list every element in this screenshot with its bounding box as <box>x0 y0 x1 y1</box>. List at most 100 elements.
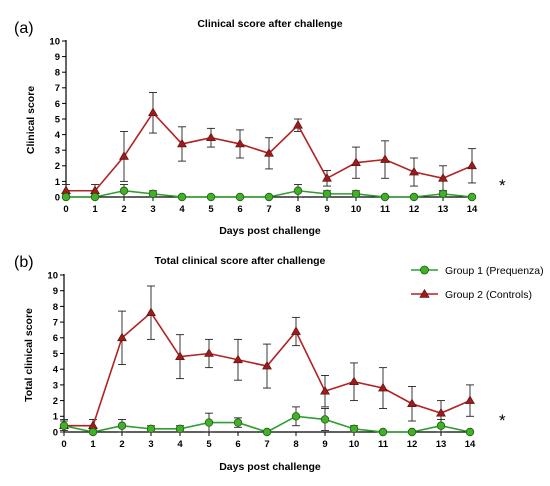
legend-item-group-2: Group 2 (Controls) <box>411 288 532 301</box>
panel-b-x-tick-label: 5 <box>206 439 212 450</box>
panel-b-y-tick-label: 1 <box>53 412 59 423</box>
panel-a-y-tick-label: 3 <box>55 146 60 157</box>
panel-b-x-axis-label: Days post challenge <box>219 461 321 473</box>
panel-b-y-tick-label: 10 <box>47 270 58 281</box>
panel-b-group-1-point <box>88 427 98 437</box>
legend-group-2-label: Group 2 (Controls) <box>445 289 532 301</box>
panel-b-group-1-point <box>349 424 359 434</box>
panel-b-x-tick-label: 10 <box>349 439 360 450</box>
panel-a-y-axis-label: Clinical score <box>25 86 37 154</box>
panel-b-group-1-point <box>291 412 301 421</box>
panel-a-x-tick-label: 10 <box>351 204 362 215</box>
panel-a-y-tick-label: 9 <box>55 52 60 63</box>
panel-a-y-tick-label: 10 <box>49 36 60 47</box>
panel-a-x-tick-label: 9 <box>324 204 329 215</box>
panel-a-group-1-point <box>177 192 187 202</box>
panel-b-group-1-point <box>204 418 214 427</box>
panel-a-title: Clinical score after challenge <box>197 18 342 30</box>
panel-b-y-tick-label: 3 <box>53 380 58 391</box>
panel-b-group-2-point <box>204 348 214 357</box>
panel-b-group-2-point <box>146 307 156 316</box>
panel-a-group-1-point <box>206 192 216 202</box>
panel-a-x-tick-label: 0 <box>63 204 68 215</box>
panel-a-group-2-point <box>235 138 245 148</box>
panel-b-y-tick-label: 6 <box>53 333 58 344</box>
panel-b-group-1-point <box>320 415 330 424</box>
panel-b-x-tick-label: 14 <box>465 439 476 450</box>
panel-a-group-2-point <box>438 173 448 182</box>
panel-a-group-2-point <box>119 151 129 160</box>
panel-b-group-1-point <box>146 424 156 434</box>
panel-b-x-tick-label: 13 <box>436 439 447 450</box>
panel-b-group-2-point <box>436 407 446 417</box>
panel-b-x-tick-label: 2 <box>119 439 124 450</box>
panel-a-x-axis-label: Days post challenge <box>219 225 321 237</box>
panel-b-y-tick-label: 7 <box>53 318 58 329</box>
panel-a-x-tick-label: 3 <box>150 204 155 215</box>
panel-b-group-2-point <box>175 351 185 360</box>
panel-a-y-tick-label: 1 <box>55 177 61 188</box>
panel-b-y-tick-label: 5 <box>53 349 59 360</box>
panel-b-y-tick-label: 9 <box>53 286 58 297</box>
panel-a-x-tick-label: 6 <box>237 204 242 215</box>
legend-group-2-marker <box>419 288 430 298</box>
legend-group-1-label: Group 1 (Prequenza) <box>445 265 544 277</box>
panel-a-y-tick-label: 5 <box>55 114 61 125</box>
panel-a-group-1-point <box>351 189 361 199</box>
panel-a-x-tick-label: 2 <box>121 204 126 215</box>
panel-a-group-2-point <box>293 120 303 129</box>
panel-b-group-2-point <box>465 395 475 404</box>
legend-group-1-marker <box>420 265 429 275</box>
panel-b-y-tick-label: 8 <box>53 302 58 313</box>
panel-a-group-1-point <box>90 192 100 202</box>
panel-a-group-2-point <box>467 160 477 170</box>
panel-b-x-tick-label: 0 <box>61 439 66 450</box>
panel-a-group-2-point <box>148 107 158 117</box>
panel-b-title: Total clinical score after challenge <box>155 255 326 267</box>
panel-b-y-tick-label: 2 <box>53 396 58 407</box>
panel-b-x-tick-label: 8 <box>293 439 298 450</box>
panel-a-x-tick-label: 7 <box>266 204 271 215</box>
legend: Group 1 (Prequenza) Group 2 (Controls) <box>411 265 544 301</box>
panel-a-significance-marker: * <box>499 176 506 195</box>
panel-b-group-2-point <box>117 332 127 342</box>
panel-a-group-1-point <box>438 189 448 199</box>
panel-b-group-1-point <box>465 427 475 437</box>
panel-b-x-tick-label: 1 <box>90 439 96 450</box>
panel-a-group-1-point <box>293 186 303 195</box>
panel-a-x-tick-label: 11 <box>380 204 391 215</box>
panel-a-y-tick-label: 2 <box>55 161 60 172</box>
panel-b-group-1-point <box>407 427 417 437</box>
panel-b-label: (b) <box>14 254 34 271</box>
panel-b-x-tick-label: 7 <box>264 439 269 450</box>
panel-b-y-tick-label: 0 <box>53 427 58 438</box>
panel-a-y-tick-label: 6 <box>55 99 60 110</box>
panel-b-x-tick-label: 6 <box>235 439 240 450</box>
panel-b-group-1-point <box>233 418 243 427</box>
panel-a-group-1-point <box>264 192 274 202</box>
panel-a-group-2-point <box>322 173 332 182</box>
panel-b-x-tick-label: 11 <box>378 439 389 450</box>
panel-a-group-1-point <box>467 192 477 202</box>
panel-a-group-1-point <box>119 186 129 195</box>
panel-a-group-1-point <box>322 189 332 199</box>
panel-b-x-tick-label: 9 <box>322 439 327 450</box>
panel-b-group-1-point <box>436 421 446 430</box>
panel-b-group-2-point <box>291 326 301 335</box>
panel-a-group-1-point <box>235 192 245 202</box>
panel-a-x-tick-label: 12 <box>409 204 420 215</box>
panel-b-group-2-point <box>262 360 272 370</box>
panel-a-group-2-point <box>409 166 419 176</box>
panel-a-y-tick-label: 0 <box>55 192 60 203</box>
panel-b-y-tick-label: 4 <box>53 365 59 376</box>
legend-item-group-1: Group 1 (Prequenza) <box>411 265 544 277</box>
panel-b-group-1-point <box>262 427 272 437</box>
panel-b-y-axis-label: Total clinical score <box>23 308 35 402</box>
panel-a-group-2-point <box>380 154 390 163</box>
panel-b-group-2-point <box>378 382 388 392</box>
panel-b-group-1-point <box>175 424 185 434</box>
panel-b-significance-marker: * <box>499 411 506 430</box>
panel-a-label: (a) <box>14 20 34 37</box>
